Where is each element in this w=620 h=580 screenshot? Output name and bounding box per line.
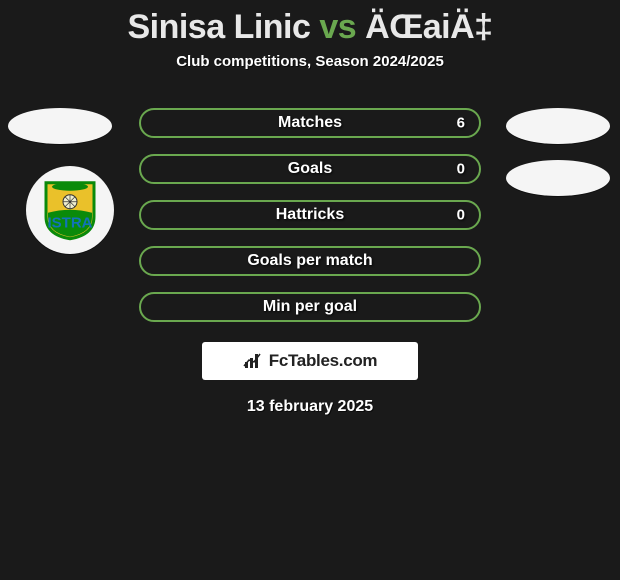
player2-avatar <box>506 108 610 144</box>
player1-avatar <box>8 108 112 144</box>
stat-value-right: 0 <box>457 161 465 178</box>
stat-bars: Matches 6 Goals 0 Hattricks 0 Goals per … <box>139 108 481 322</box>
stat-row-hattricks: Hattricks 0 <box>139 200 481 230</box>
stat-label: Min per goal <box>263 298 357 316</box>
stat-label: Goals <box>288 160 332 178</box>
stat-value-right: 6 <box>457 115 465 132</box>
player2-name: ÄŒaiÄ‡ <box>365 8 492 46</box>
bar-chart-icon <box>243 352 265 370</box>
comparison-title: Sinisa Linic vs ÄŒaiÄ‡ <box>0 0 620 47</box>
season-subtitle: Club competitions, Season 2024/2025 <box>0 53 620 70</box>
comparison-content: ISTRA Matches 6 Goals 0 Hattricks 0 Goal… <box>0 108 620 416</box>
stat-label: Matches <box>278 114 342 132</box>
stat-value-right: 0 <box>457 207 465 224</box>
player1-team-crest: ISTRA <box>26 166 114 254</box>
player1-name: Sinisa Linic <box>127 8 310 46</box>
istra-crest-icon: ISTRA <box>42 177 98 241</box>
source-logo-text: FcTables.com <box>269 351 378 371</box>
stat-label: Hattricks <box>276 206 344 224</box>
stat-label: Goals per match <box>247 252 372 270</box>
stat-row-goals-per-match: Goals per match <box>139 246 481 276</box>
player2-team-crest <box>506 160 610 196</box>
crest-text: ISTRA <box>48 215 93 232</box>
stat-row-min-per-goal: Min per goal <box>139 292 481 322</box>
vs-label: vs <box>319 8 356 46</box>
source-logo: FcTables.com <box>202 342 418 380</box>
stat-row-matches: Matches 6 <box>139 108 481 138</box>
snapshot-date: 13 february 2025 <box>0 398 620 416</box>
stat-row-goals: Goals 0 <box>139 154 481 184</box>
